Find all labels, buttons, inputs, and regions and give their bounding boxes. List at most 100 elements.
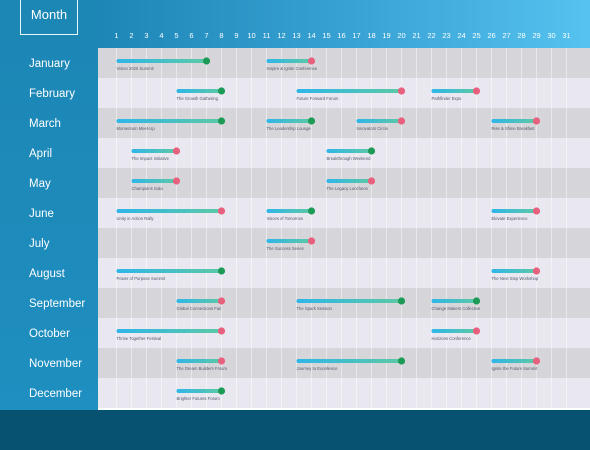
day-label-28: 28 bbox=[517, 31, 526, 40]
event-1: Inspire & Ignite Conference bbox=[266, 57, 318, 71]
day-label-3: 3 bbox=[144, 31, 149, 40]
day-label-5: 5 bbox=[174, 31, 179, 40]
event-bar bbox=[131, 179, 177, 183]
event-bar bbox=[356, 119, 402, 123]
event-22: Thrive Together Festival bbox=[116, 327, 226, 341]
event-16: The Success Series bbox=[266, 237, 316, 251]
month-label-may: May bbox=[29, 178, 51, 190]
event-bar bbox=[176, 389, 222, 393]
day-gridlines bbox=[116, 48, 567, 408]
event-8: Rise & Shine Breakfast bbox=[491, 117, 541, 131]
month-sidebar: Month January February March April May June Ju… bbox=[0, 0, 98, 410]
event-end-marker bbox=[202, 57, 211, 65]
day-label-9: 9 bbox=[234, 31, 239, 40]
day-label-7: 7 bbox=[204, 31, 209, 40]
event-end-marker bbox=[217, 87, 226, 95]
event-7: Innovators Circle bbox=[356, 117, 406, 131]
day-label-8: 8 bbox=[219, 31, 224, 40]
day-label-21: 21 bbox=[412, 31, 421, 40]
row-band-july bbox=[98, 228, 590, 258]
event-label: Brighter Futures Forum bbox=[177, 396, 221, 401]
event-label: Global Connections Fair bbox=[177, 306, 223, 311]
month-header-ribbon bbox=[20, 0, 78, 35]
event-end-marker bbox=[397, 117, 406, 125]
event-bar bbox=[491, 359, 537, 363]
event-label: Champions Gala bbox=[132, 186, 164, 191]
event-end-marker bbox=[307, 57, 316, 65]
event-end-marker bbox=[217, 117, 226, 125]
event-18: The Next Step Workshop bbox=[491, 267, 541, 281]
event-bar bbox=[116, 59, 207, 63]
event-27: Brighter Futures Forum bbox=[176, 387, 226, 401]
event-label: Elevate Experience bbox=[492, 216, 529, 221]
event-end-marker bbox=[367, 177, 376, 185]
event-6: The Leadership Lounge bbox=[266, 117, 316, 131]
event-label: The Leadership Lounge bbox=[267, 126, 312, 131]
event-end-marker bbox=[532, 117, 541, 125]
event-end-marker bbox=[307, 207, 316, 215]
event-bar bbox=[431, 89, 477, 93]
day-label-16: 16 bbox=[337, 31, 346, 40]
day-label-2: 2 bbox=[129, 31, 134, 40]
event-3: Future Forward Forum bbox=[296, 87, 406, 101]
event-end-marker bbox=[217, 327, 226, 335]
event-bar bbox=[176, 359, 222, 363]
event-label: Rise & Shine Breakfast bbox=[492, 126, 536, 131]
event-label: The Dream Builders Forum bbox=[177, 366, 228, 371]
event-label: Innovators Circle bbox=[357, 126, 389, 131]
event-19: Global Connections Fair bbox=[176, 297, 226, 311]
event-bar bbox=[431, 329, 477, 333]
day-label-1: 1 bbox=[114, 31, 119, 40]
event-bar bbox=[296, 89, 402, 93]
month-label-november: November bbox=[29, 358, 83, 370]
event-label: Voices of Tomorrow bbox=[267, 216, 304, 221]
event-bar bbox=[176, 89, 222, 93]
event-label: The Spark Session bbox=[297, 306, 333, 311]
event-label: Journey to Excellence bbox=[297, 366, 339, 371]
day-label-31: 31 bbox=[562, 31, 571, 40]
event-26: Ignite the Future Summit bbox=[491, 357, 541, 371]
month-label-january: January bbox=[29, 58, 70, 70]
event-0: Vision 2025 Summit bbox=[116, 57, 211, 71]
event-2: The Growth Gathering bbox=[176, 87, 226, 101]
event-9: The Impact Initiative bbox=[131, 147, 181, 161]
event-13: Unity in Action Rally bbox=[116, 207, 226, 221]
event-4: Pathfinder Expo bbox=[431, 87, 481, 101]
event-bar bbox=[491, 209, 537, 213]
event-end-marker bbox=[307, 237, 316, 245]
event-15: Elevate Experience bbox=[491, 207, 541, 221]
event-bar bbox=[266, 239, 312, 243]
day-label-22: 22 bbox=[427, 31, 436, 40]
event-bar bbox=[266, 209, 312, 213]
month-label-august: August bbox=[29, 268, 65, 280]
month-label-february: February bbox=[29, 88, 76, 100]
day-label-11: 11 bbox=[262, 31, 271, 40]
event-bar bbox=[326, 149, 372, 153]
event-end-marker bbox=[367, 147, 376, 155]
event-bar bbox=[116, 119, 222, 123]
day-label-30: 30 bbox=[547, 31, 556, 40]
day-label-29: 29 bbox=[532, 31, 541, 40]
event-bar bbox=[266, 119, 312, 123]
event-17: Power of Purpose Summit bbox=[116, 267, 226, 281]
event-23: Horizons Conference bbox=[431, 327, 481, 341]
day-label-19: 19 bbox=[382, 31, 391, 40]
event-end-marker bbox=[397, 357, 406, 365]
event-end-marker bbox=[472, 327, 481, 335]
event-end-marker bbox=[397, 297, 406, 305]
month-label-october: October bbox=[29, 328, 70, 340]
event-bar bbox=[296, 299, 402, 303]
event-label: Change Makers Collective bbox=[432, 306, 482, 311]
event-label: Ignite the Future Summit bbox=[492, 366, 539, 371]
event-end-marker bbox=[532, 207, 541, 215]
event-label: Future Forward Forum bbox=[297, 96, 339, 101]
day-label-17: 17 bbox=[352, 31, 361, 40]
event-end-marker bbox=[307, 117, 316, 125]
month-label-april: April bbox=[29, 148, 53, 160]
event-end-marker bbox=[172, 177, 181, 185]
event-11: Champions Gala bbox=[131, 177, 181, 191]
day-label-15: 15 bbox=[322, 31, 331, 40]
event-bar bbox=[491, 119, 537, 123]
event-bar bbox=[431, 299, 477, 303]
